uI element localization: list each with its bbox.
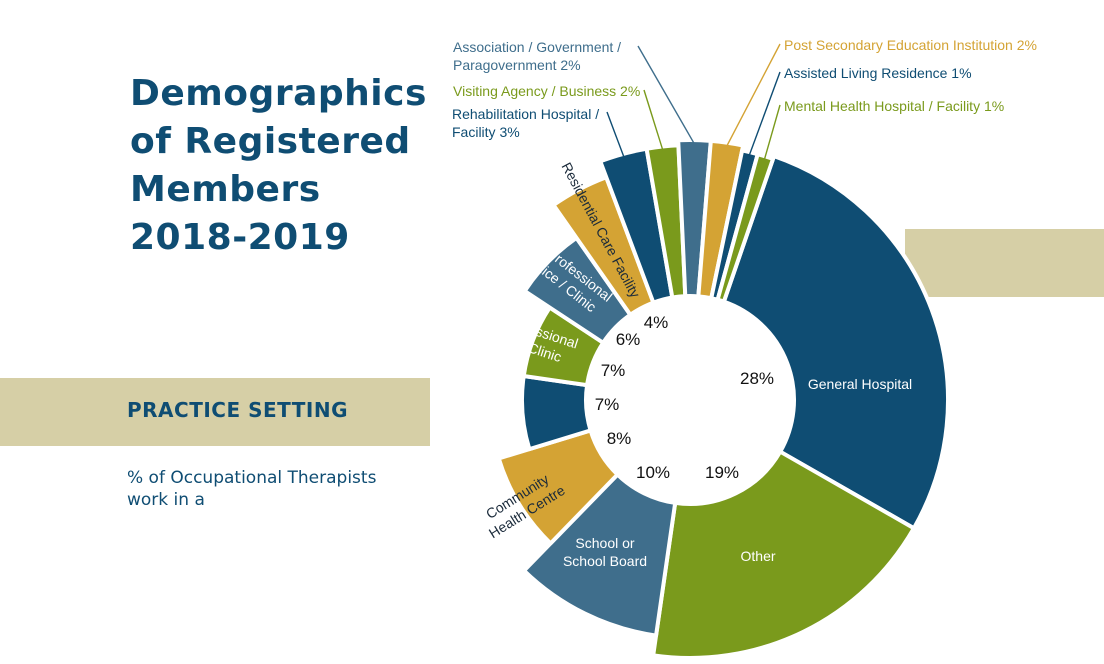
callout-line: Post Secondary Education Institution 2% xyxy=(784,37,1037,53)
callout-leader-10 xyxy=(637,45,696,145)
slice-label-line: School or xyxy=(575,535,634,551)
pct-label-1: 19% xyxy=(705,463,739,482)
callout-label-10: Association / Government / Paragovernment… xyxy=(453,38,621,74)
callout-line: Visiting Agency / Business 2% xyxy=(453,83,641,99)
chart-subtitle: % of Occupational Therapists work in a xyxy=(127,468,377,510)
title-line-1: Demographics xyxy=(130,73,427,114)
slice-other xyxy=(651,449,916,660)
callout-leader-11 xyxy=(725,43,781,147)
slice-mental-health-hospital-facility xyxy=(715,152,776,304)
slice-label-2: School or School Board xyxy=(563,535,647,569)
callout-leader-12 xyxy=(748,71,781,157)
callout-line: Mental Health Hospital / Facility 1% xyxy=(784,98,1005,114)
callout-leader-13 xyxy=(763,104,781,161)
callout-line: Facility 3% xyxy=(452,124,520,140)
slice-label-4: Home Care xyxy=(451,408,523,424)
slice-label-line: Other xyxy=(740,548,775,564)
callout-label-9: Visiting Agency / Business 2% xyxy=(453,82,640,100)
title-line-4: 2018-2019 xyxy=(130,217,350,258)
callout-line: Assisted Living Residence 1% xyxy=(784,65,972,81)
title-line-3: Members xyxy=(130,169,321,210)
slice-general-hospital xyxy=(721,154,950,531)
section-heading: PRACTICE SETTING xyxy=(127,398,349,422)
page-title: Demographics of Registered Members 2018-… xyxy=(130,70,427,262)
pct-label-5: 7% xyxy=(601,361,626,380)
callout-label-11: Post Secondary Education Institution 2% xyxy=(784,36,1037,54)
pct-label-7: 4% xyxy=(644,313,669,332)
pct-label-0: 28% xyxy=(740,369,774,388)
callout-line: Paragovernment 2% xyxy=(453,57,581,73)
slice-label-0: General Hospital xyxy=(808,376,912,392)
pct-label-3: 8% xyxy=(607,429,632,448)
pct-label-2: 10% xyxy=(636,463,670,482)
callout-label-8: Rehabilitation Hospital / Facility 3% xyxy=(452,105,599,141)
pct-label-4: 7% xyxy=(595,395,620,414)
slice-community-health-centre xyxy=(496,428,620,546)
slice-label-line: General Hospital xyxy=(808,376,912,392)
donut-hole xyxy=(588,298,792,502)
slice-school-or-school-board xyxy=(522,472,678,638)
pct-label-6: 6% xyxy=(616,330,641,349)
section-band-left xyxy=(0,378,430,446)
callout-leader-8 xyxy=(606,111,625,159)
callout-leader-9 xyxy=(643,89,664,151)
section-band-right xyxy=(905,229,1104,297)
callout-label-12: Assisted Living Residence 1% xyxy=(784,64,972,82)
callout-line: Rehabilitation Hospital / xyxy=(452,106,600,122)
slice-label-1: Other xyxy=(740,548,775,564)
slice-label-line: Home Care xyxy=(451,408,523,424)
title-line-2: of Registered xyxy=(130,121,411,162)
callout-label-13: Mental Health Hospital / Facility 1% xyxy=(784,97,1004,115)
callout-line: Association / Government / xyxy=(453,39,622,55)
slice-label-line: School Board xyxy=(563,553,647,569)
